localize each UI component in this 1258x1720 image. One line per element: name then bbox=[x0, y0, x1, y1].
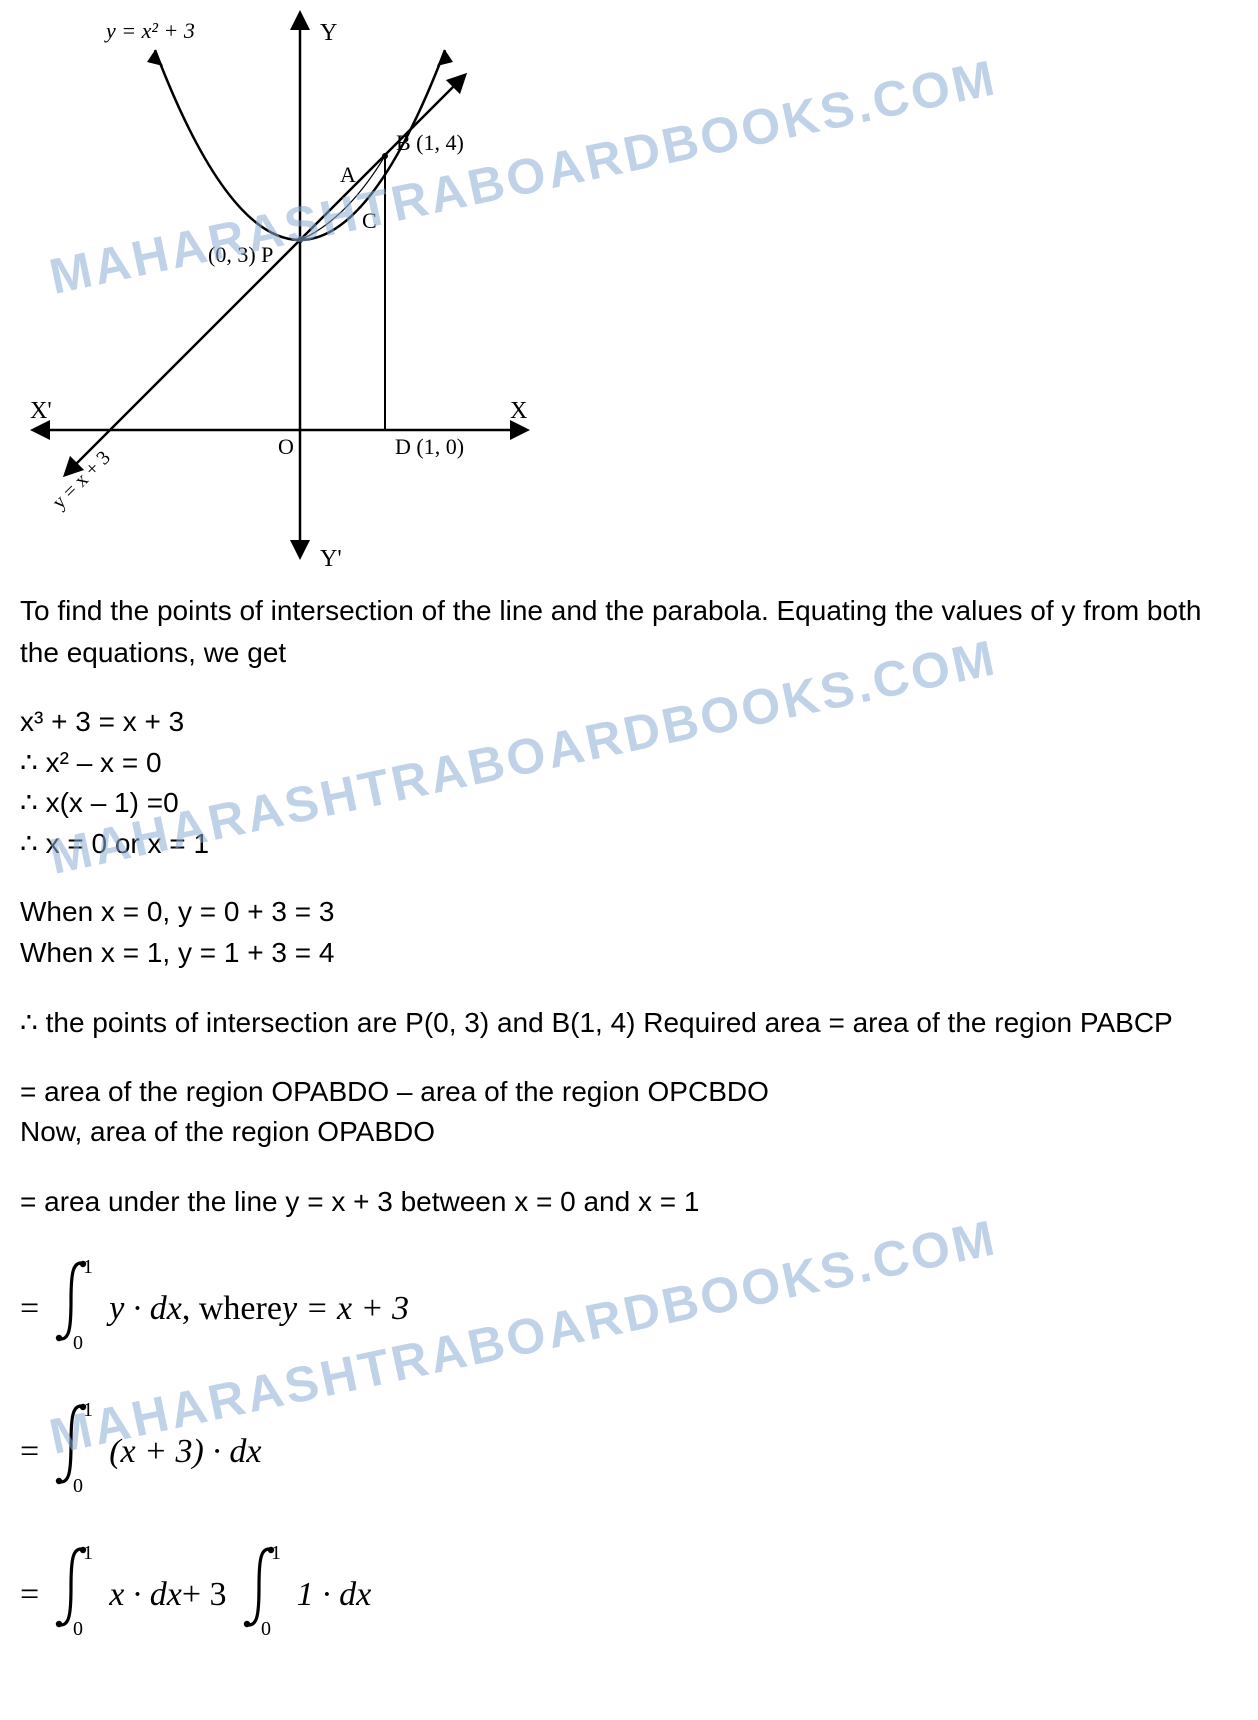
when-x1: When x = 1, y = 1 + 3 = 4 bbox=[20, 933, 1238, 974]
point-p-label: (0, 3) P bbox=[208, 242, 273, 267]
svg-text:1: 1 bbox=[83, 1256, 93, 1278]
eq-step3: ∴ x(x – 1) =0 bbox=[20, 783, 1238, 824]
area-under-line: = area under the line y = x + 3 between … bbox=[20, 1181, 1238, 1223]
svg-text:0: 0 bbox=[261, 1618, 271, 1637]
eq-sign: = bbox=[20, 1569, 39, 1620]
integral-icon: 1 0 bbox=[231, 1537, 293, 1652]
graph-figure: O Y Y' X X' D (1, 0) (0, 3) P y = x + 3 … bbox=[20, 10, 540, 570]
equation-block-1: x³ + 3 = x + 3 ∴ x² – x = 0 ∴ x(x – 1) =… bbox=[20, 702, 1238, 864]
math-1dx: 1 · dx bbox=[297, 1569, 372, 1620]
math-integrals: = 1 0 y · dx , where y = x + 3 = 1 0 ( bbox=[20, 1251, 1238, 1652]
eq-sign: = bbox=[20, 1283, 39, 1334]
when-x0: When x = 0, y = 0 + 3 = 3 bbox=[20, 892, 1238, 933]
x-axis-left: X' bbox=[30, 398, 52, 424]
svg-text:0: 0 bbox=[73, 1332, 83, 1351]
svg-text:1: 1 bbox=[271, 1542, 281, 1564]
math-row-2: = 1 0 (x + 3) · dx bbox=[20, 1394, 1238, 1509]
math-ydx: y · dx bbox=[109, 1283, 182, 1334]
math-plus3: + 3 bbox=[182, 1569, 227, 1620]
svg-text:1: 1 bbox=[83, 1542, 93, 1564]
svg-text:0: 0 bbox=[73, 1618, 83, 1637]
y-axis-bottom: Y' bbox=[320, 546, 342, 570]
integral-icon: 1 0 bbox=[43, 1394, 105, 1509]
math-x3dx: (x + 3) · dx bbox=[109, 1426, 261, 1477]
parabola-equation-label: y = x² + 3 bbox=[104, 18, 195, 43]
svg-text:0: 0 bbox=[73, 1475, 83, 1494]
math-where: , where bbox=[182, 1283, 282, 1334]
eq-step1: x³ + 3 = x + 3 bbox=[20, 702, 1238, 743]
math-row-3: = 1 0 x · dx + 3 1 0 1 · dx bbox=[20, 1537, 1238, 1652]
integral-icon: 1 0 bbox=[43, 1251, 105, 1366]
when-block: When x = 0, y = 0 + 3 = 3 When x = 1, y … bbox=[20, 892, 1238, 973]
math-row-1: = 1 0 y · dx , where y = x + 3 bbox=[20, 1251, 1238, 1366]
math-xdx: x · dx bbox=[109, 1569, 182, 1620]
eq-step4: ∴ x = 0 or x = 1 bbox=[20, 824, 1238, 865]
y-axis-top: Y bbox=[320, 20, 337, 46]
integral-icon: 1 0 bbox=[43, 1537, 105, 1652]
eq-step2: ∴ x² – x = 0 bbox=[20, 743, 1238, 784]
intersection-text: ∴ the points of intersection are P(0, 3)… bbox=[20, 1002, 1238, 1044]
origin-label: O bbox=[278, 434, 294, 459]
point-d-label: D (1, 0) bbox=[395, 434, 464, 459]
math-yeq: y = x + 3 bbox=[282, 1283, 409, 1334]
intro-text: To find the points of intersection of th… bbox=[20, 590, 1238, 674]
svg-text:1: 1 bbox=[83, 1399, 93, 1421]
eq-sign: = bbox=[20, 1426, 39, 1477]
point-b-label: B (1, 4) bbox=[396, 130, 464, 155]
x-axis-right: X bbox=[510, 398, 527, 424]
line-equation-label: y = x + 3 bbox=[48, 447, 115, 514]
point-a-label: A bbox=[340, 162, 356, 187]
area-eq: = area of the region OPABDO – area of th… bbox=[20, 1072, 1238, 1113]
point-c-label: C bbox=[362, 208, 377, 233]
area-explain: = area of the region OPABDO – area of th… bbox=[20, 1072, 1238, 1153]
area-now: Now, area of the region OPABDO bbox=[20, 1112, 1238, 1153]
